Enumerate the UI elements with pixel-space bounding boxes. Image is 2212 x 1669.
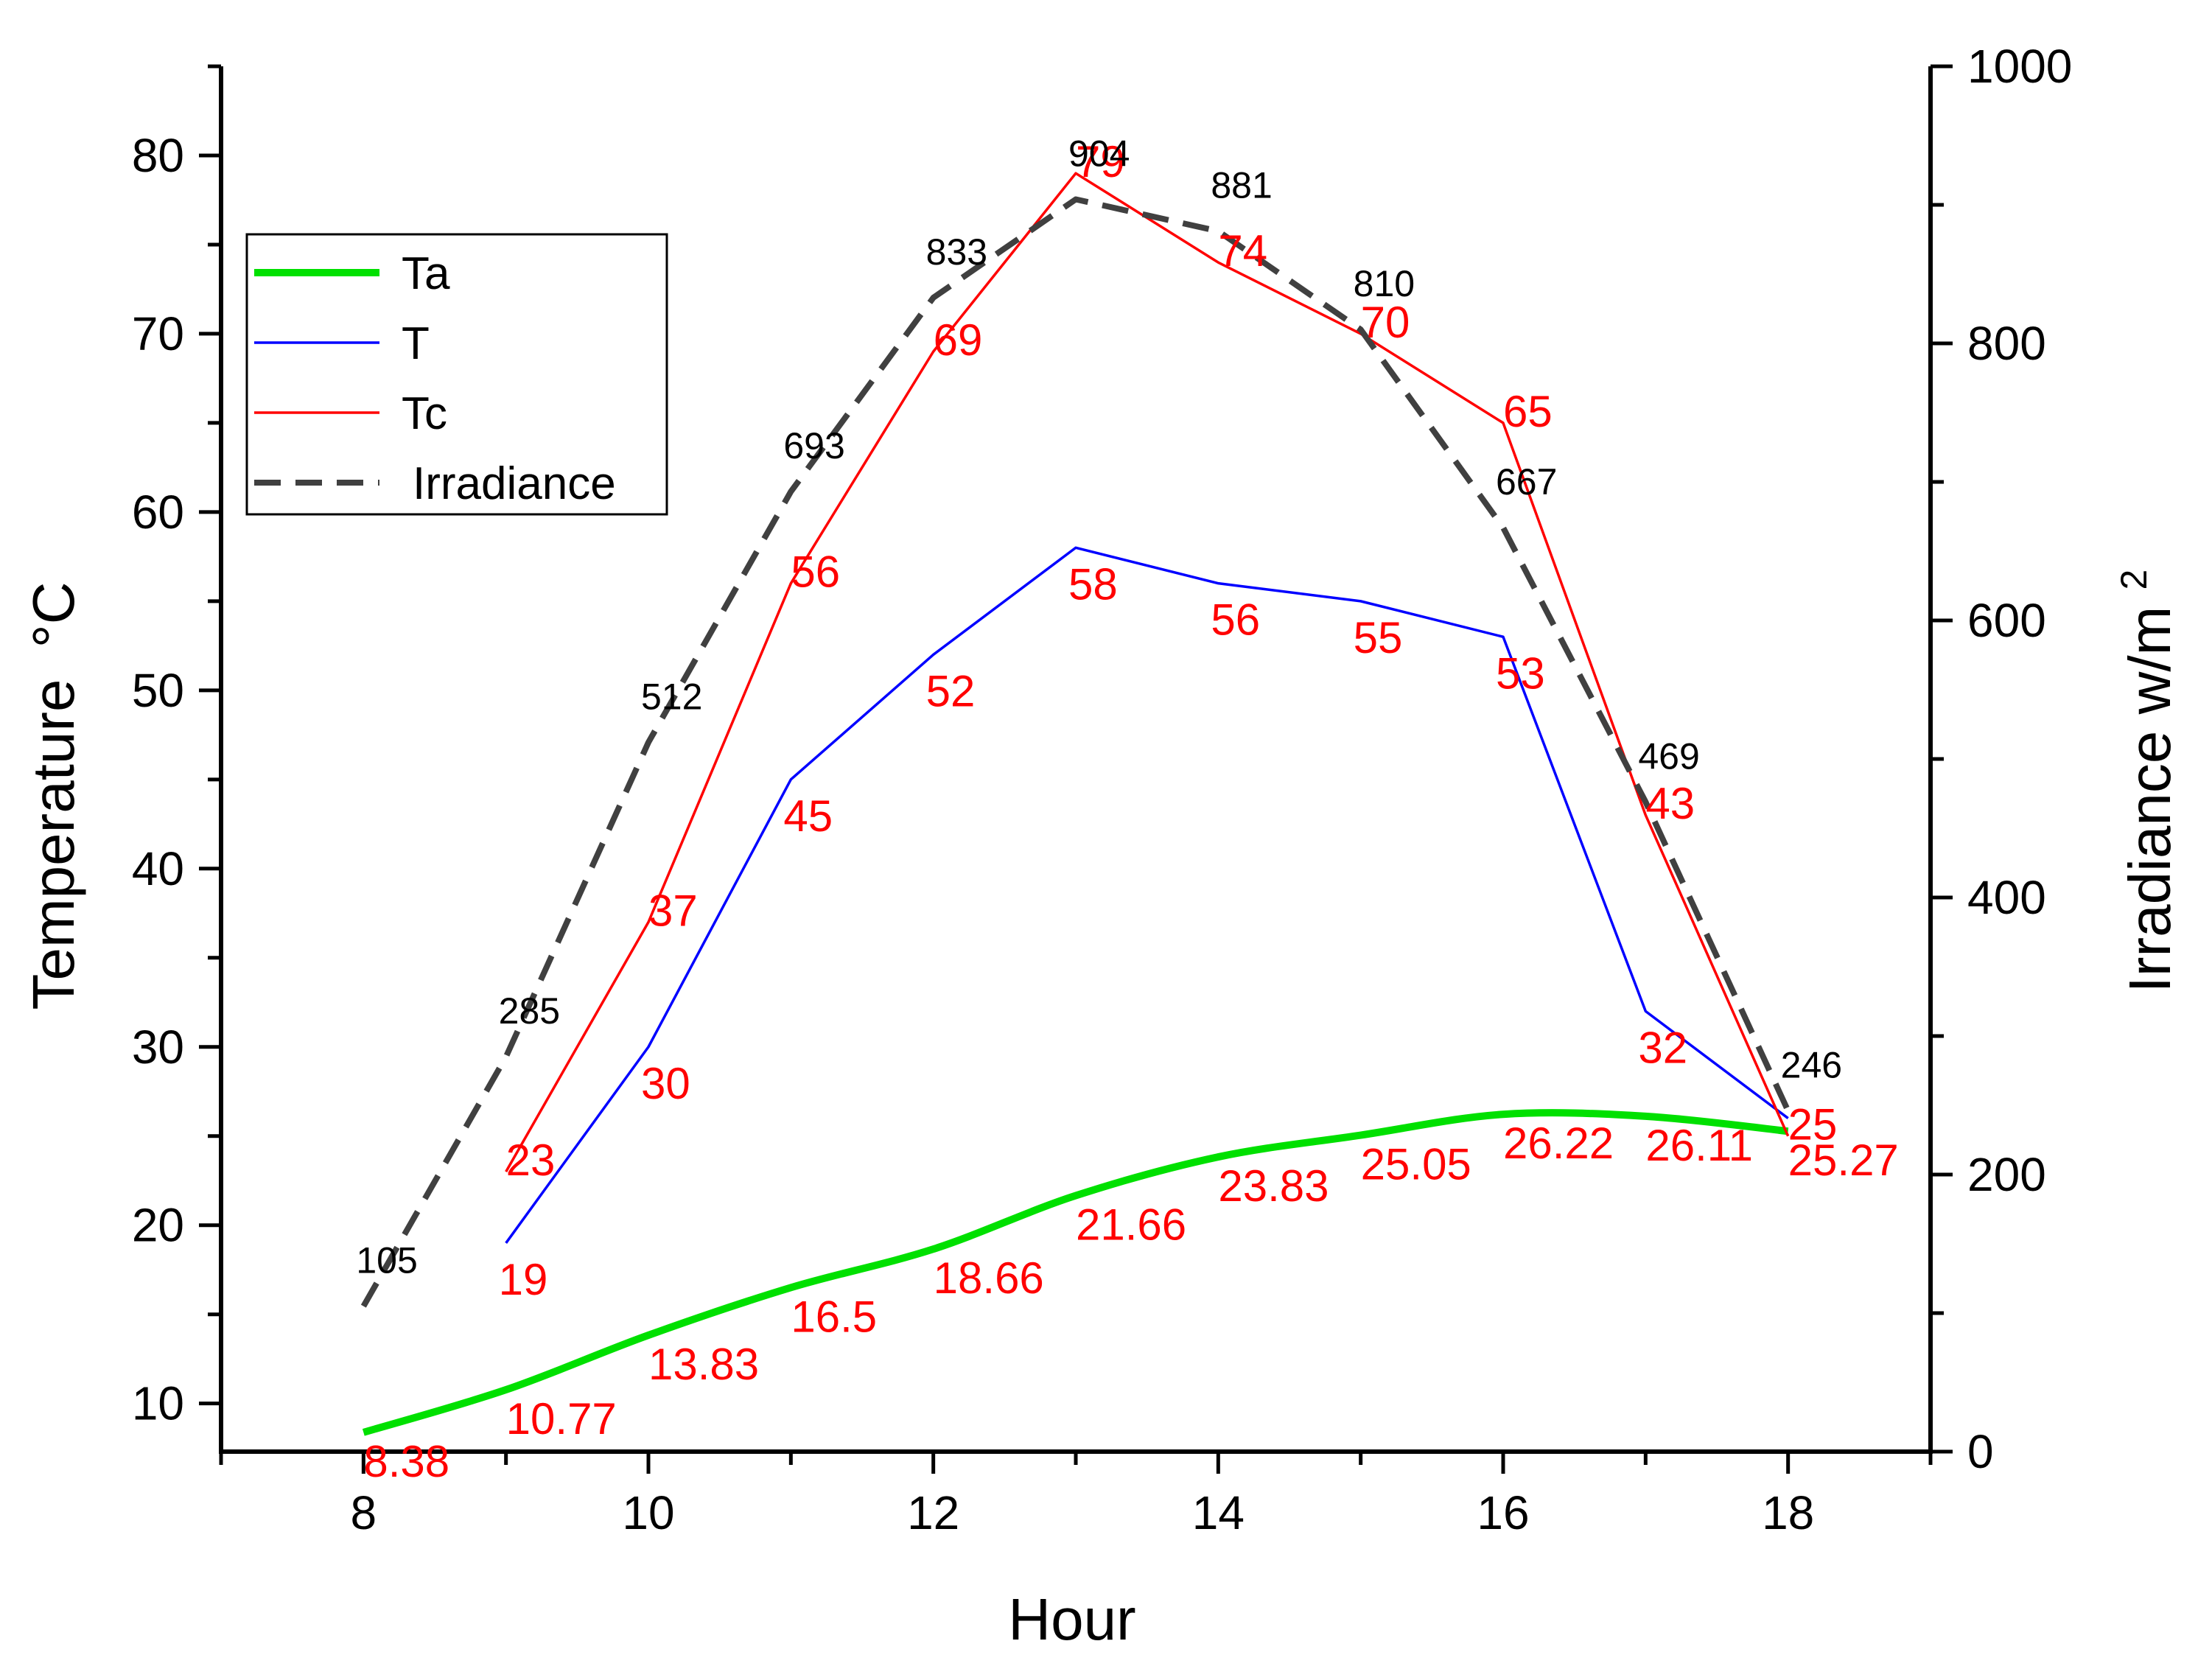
data-label-tc: 70 — [1361, 298, 1410, 347]
data-label-irradiance: 693 — [783, 425, 844, 466]
data-label-ta: 8.38 — [363, 1437, 449, 1486]
legend-box — [245, 233, 668, 516]
data-label-ta: 25.05 — [1361, 1140, 1471, 1189]
data-label-ta: 16.5 — [791, 1292, 877, 1341]
data-label-t: 55 — [1354, 613, 1403, 662]
legend-label-irradiance: Irradiance — [413, 458, 616, 509]
x-tick-label: 12 — [907, 1486, 959, 1539]
data-label-irradiance: 904 — [1068, 133, 1130, 174]
y-tick-label: 40 — [132, 842, 184, 895]
data-label-irradiance: 105 — [356, 1240, 417, 1281]
axes: 8 10 12 14 16 1810203040506070800200400600800… — [132, 40, 2073, 1539]
series-line-irradiance — [360, 196, 1791, 1308]
series-line-ta — [362, 1109, 1789, 1436]
data-label-tc: 43 — [1645, 779, 1695, 828]
data-label-ta: 26.11 — [1645, 1121, 1753, 1170]
data-label-tc: 37 — [648, 886, 698, 935]
data-label-tc: 74 — [1218, 226, 1267, 276]
legend-label-tc: Tc — [402, 388, 447, 439]
legend-label-ta: Ta — [402, 248, 450, 299]
data-label-irradiance: 667 — [1496, 461, 1557, 503]
x-tick-label: 16 — [1477, 1486, 1529, 1539]
y-tick-label: 10 — [132, 1377, 184, 1430]
y2-tick-label: 0 — [1967, 1425, 1994, 1478]
data-label-t: 32 — [1638, 1023, 1687, 1072]
data-label-tc: 23 — [506, 1136, 556, 1185]
data-label-t: 53 — [1496, 648, 1545, 698]
y-tick-label: 20 — [132, 1199, 184, 1252]
y2-axis-title-sup: 2 — [2113, 570, 2155, 590]
data-label-t: 45 — [783, 791, 833, 841]
y2-tick-label: 1000 — [1967, 40, 2072, 93]
y-axis-title: Temperature °C — [21, 581, 86, 1010]
y2-axis-title: Irradiance w/m 2 — [2113, 570, 2183, 993]
data-label-t: 52 — [926, 666, 976, 715]
data-label-t: 58 — [1068, 559, 1118, 609]
data-labels: 8.38 10.77 13.83 16.5 18.66 21.66 23.83 25.05 26… — [356, 133, 1898, 1486]
y-tick-label: 80 — [132, 129, 184, 182]
data-label-tc: 25 — [1788, 1100, 1838, 1150]
data-label-irradiance: 246 — [1781, 1045, 1842, 1086]
data-label-ta: 18.66 — [934, 1253, 1044, 1303]
data-label-tc: 56 — [791, 547, 840, 597]
legend-items: Ta T Tc Irradiance — [254, 248, 616, 509]
data-label-irradiance: 285 — [499, 990, 560, 1032]
series-lines — [360, 172, 1791, 1436]
y-tick-label: 30 — [132, 1021, 184, 1074]
x-tick-label: 8 — [351, 1486, 377, 1539]
data-label-t: 30 — [641, 1059, 690, 1108]
data-label-tc: 79 — [1076, 137, 1125, 186]
series-line-tc — [505, 172, 1790, 1172]
data-label-ta: 25.27 — [1788, 1136, 1899, 1185]
y2-tick-label: 600 — [1967, 594, 2046, 647]
data-label-ta: 10.77 — [506, 1394, 617, 1444]
y-tick-label: 60 — [132, 486, 184, 539]
y2-tick-label: 400 — [1967, 871, 2046, 924]
y-tick-label: 50 — [132, 664, 184, 717]
data-label-ta: 13.83 — [648, 1340, 759, 1389]
legend-label-t: T — [402, 318, 430, 369]
x-tick-label: 10 — [622, 1486, 674, 1539]
data-label-t: 56 — [1211, 595, 1260, 645]
data-label-irradiance: 512 — [641, 676, 702, 717]
legend: Ta T Tc Irradiance — [245, 233, 668, 516]
data-label-irradiance: 881 — [1211, 165, 1272, 206]
y2-axis-title-text: Irradiance w/m — [2117, 606, 2183, 993]
data-label-irradiance: 833 — [926, 231, 987, 273]
data-label-irradiance: 810 — [1354, 263, 1415, 304]
data-label-ta: 23.83 — [1218, 1161, 1329, 1211]
series-line-t — [505, 546, 1789, 1244]
y-axis-title-unit: °C — [21, 581, 86, 648]
data-label-tc: 69 — [934, 315, 983, 365]
x-axis-title: Hour — [1008, 1586, 1135, 1652]
x-tick-label: 14 — [1192, 1486, 1245, 1539]
y-axis-title-text: Temperature — [21, 679, 86, 1010]
data-label-ta: 21.66 — [1076, 1200, 1186, 1250]
y2-tick-label: 200 — [1967, 1148, 2046, 1201]
y2-tick-label: 800 — [1967, 317, 2046, 370]
y-tick-label: 70 — [132, 307, 184, 360]
data-label-t: 19 — [499, 1255, 548, 1304]
data-label-irradiance: 469 — [1638, 735, 1699, 777]
data-label-tc: 65 — [1503, 387, 1553, 436]
data-label-ta: 26.22 — [1503, 1119, 1614, 1168]
x-tick-label: 18 — [1762, 1486, 1814, 1539]
